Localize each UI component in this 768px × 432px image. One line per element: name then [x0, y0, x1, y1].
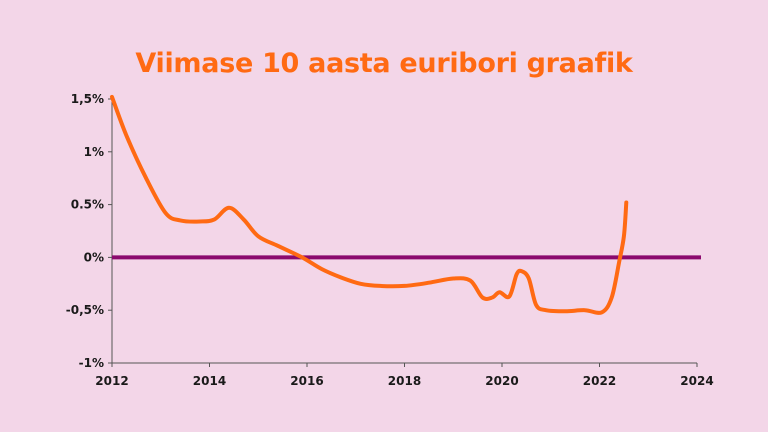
- y-tick-label: 0%: [84, 250, 104, 264]
- x-tick-label: 2012: [95, 374, 128, 388]
- y-tick-label: 1%: [84, 145, 104, 159]
- euribor-series-line: [110, 94, 629, 315]
- x-tick-label: 2024: [680, 374, 713, 388]
- x-tick-label: 2020: [485, 374, 518, 388]
- x-tick-label: 2022: [583, 374, 616, 388]
- x-tick-label: 2014: [193, 374, 226, 388]
- y-tick-label: 1,5%: [71, 92, 104, 106]
- y-tick-label: 0.5%: [71, 198, 104, 212]
- y-tick-label: -1%: [79, 356, 104, 370]
- chart-title: Viimase 10 aasta euribori graafik: [135, 48, 633, 79]
- x-tick-label: 2018: [388, 374, 421, 388]
- x-tick-label: 2016: [290, 374, 323, 388]
- y-tick-label: -0,5%: [66, 303, 104, 317]
